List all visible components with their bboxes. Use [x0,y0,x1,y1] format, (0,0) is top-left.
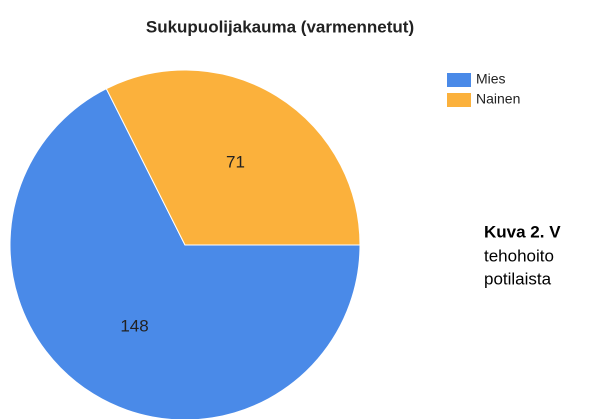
legend-label: Nainen [476,91,520,107]
legend-label: Mies [476,71,506,87]
pie-slice [105,69,361,246]
caption-line: tehohoito [484,246,554,265]
caption-line: potilaista [484,269,552,288]
legend-swatch [447,93,471,107]
caption-line: Kuva 2. V [484,222,561,241]
data-label: 148 [120,316,148,335]
legend-swatch [447,73,471,87]
pie-slice [9,88,361,419]
data-label: 71 [226,153,245,172]
chart-title: Sukupuolijakauma (varmennetut) [146,17,414,36]
